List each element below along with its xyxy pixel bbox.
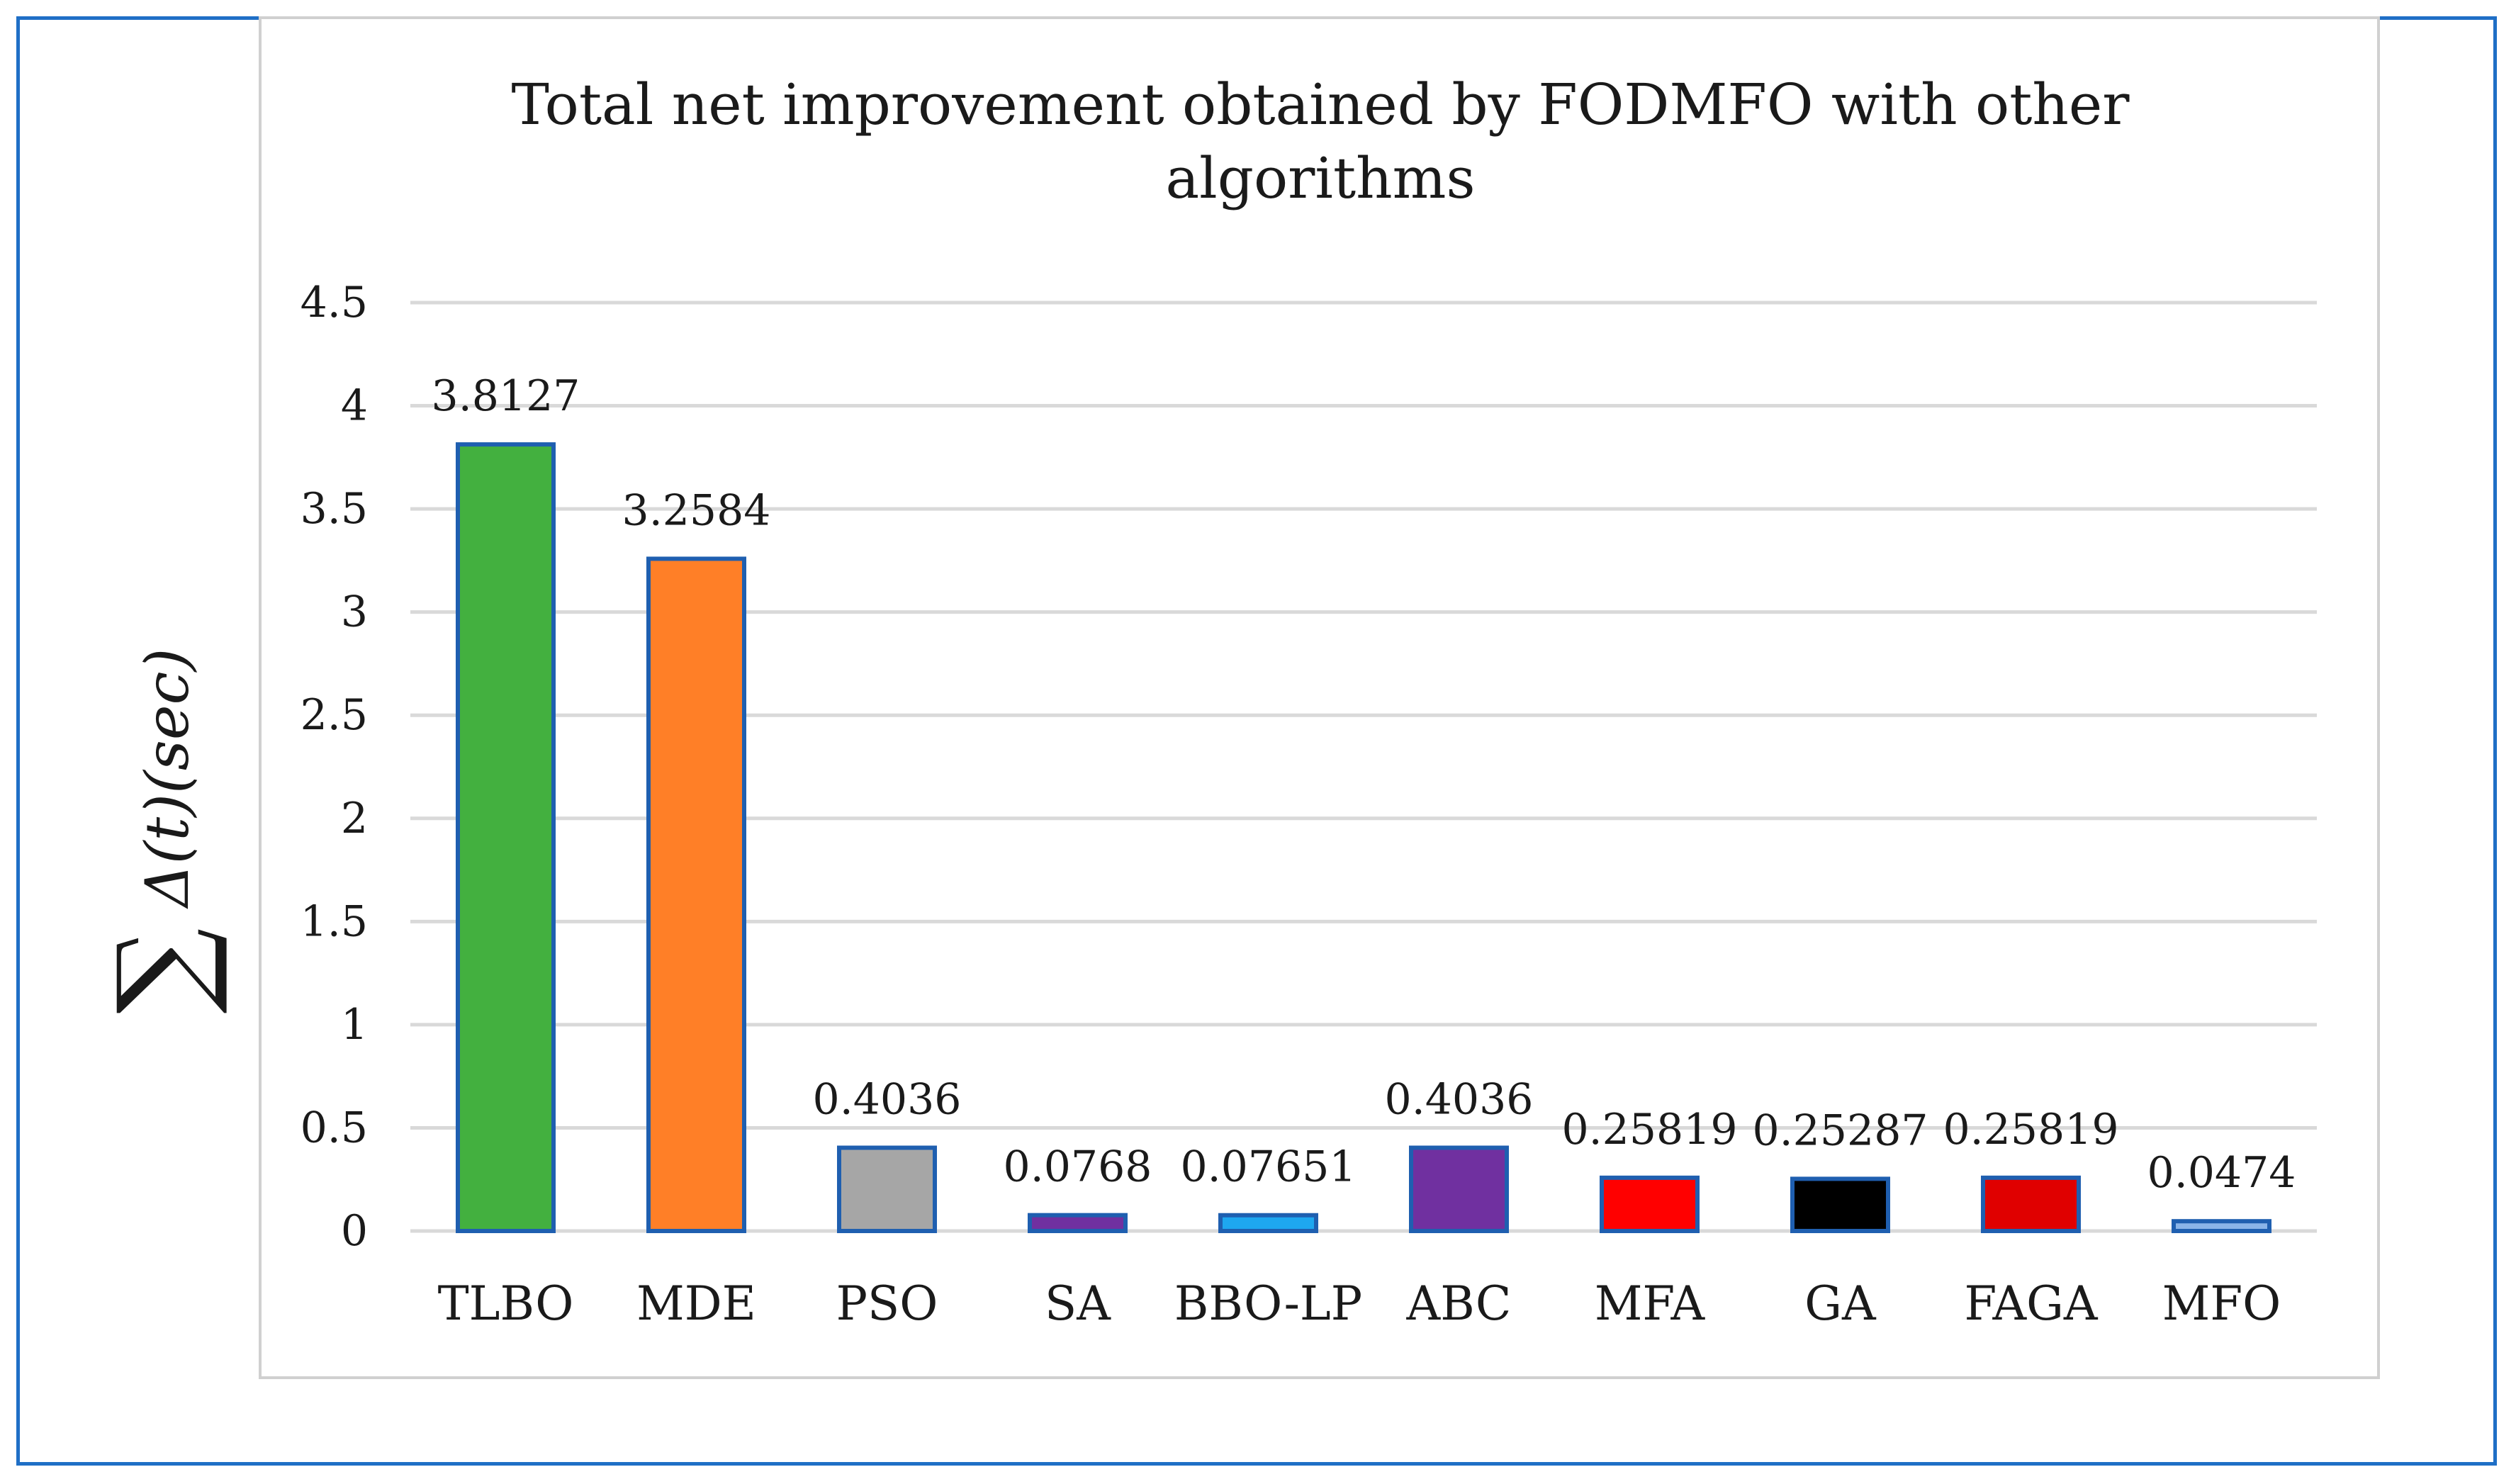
y-axis-label-sum-symbol: ∑ [92, 928, 232, 1013]
bar-ga [1790, 1176, 1890, 1233]
data-label-sa: 0.0768 [1004, 1142, 1152, 1192]
bars [456, 442, 2271, 1234]
data-labels: 3.8127 3.2584 0.4036 0.0768 0.07651 0.4036 0.2… [432, 371, 2296, 1198]
bar-mfo [2172, 1219, 2271, 1233]
data-label-mfo: 0.0474 [2147, 1148, 2296, 1198]
y-tick-label: 0.5 [301, 1103, 368, 1152]
data-label-bbo-lp: 0.07651 [1180, 1142, 1356, 1192]
data-label-abc: 0.4036 [1385, 1075, 1534, 1125]
x-category-sa: SA [1045, 1276, 1111, 1331]
bar-tlbo [456, 442, 556, 1233]
data-label-ga: 0.25287 [1752, 1106, 1928, 1155]
data-label-mde: 3.2584 [622, 485, 771, 535]
x-category-mde: MDE [636, 1276, 756, 1331]
bar-pso [837, 1145, 937, 1234]
y-tick-label: 3.5 [301, 484, 368, 534]
y-tick-label: 0 [341, 1206, 368, 1256]
x-category-faga: FAGA [1964, 1276, 2098, 1331]
x-category-mfa: MFA [1595, 1276, 1706, 1331]
bar-sa [1028, 1213, 1128, 1234]
bar-mde [646, 556, 746, 1233]
x-axis-categories: TLBO MDE PSO SA BBO-LP ABC MFA GA FAGA MFO [438, 1276, 2281, 1331]
y-tick-label: 4 [341, 381, 368, 431]
chart-title-line-2: algorithms [1165, 145, 1475, 211]
y-axis-label-expression: Δ(t)(sec) [133, 648, 202, 909]
x-category-pso: PSO [836, 1276, 938, 1331]
bar-chart: Total net improvement obtained by FODMFO… [301, 72, 2317, 1331]
bar-bbo-lp [1218, 1213, 1318, 1233]
bar-faga [1981, 1175, 2081, 1233]
y-tick-label: 1 [341, 1000, 368, 1050]
data-label-faga: 0.25819 [1943, 1105, 2118, 1154]
chart-area: Total net improvement obtained by FODMFO… [259, 16, 2380, 1379]
data-label-pso: 0.4036 [813, 1075, 962, 1125]
y-tick-label: 4.5 [301, 278, 368, 327]
x-category-ga: GA [1804, 1276, 1877, 1331]
data-label-tlbo: 3.8127 [432, 371, 580, 421]
chart-title: Total net improvement obtained by FODMFO… [512, 72, 2130, 211]
x-category-tlbo: TLBO [438, 1276, 574, 1331]
chart-title-line-1: Total net improvement obtained by FODMFO… [512, 72, 2130, 137]
bar-mfa [1600, 1175, 1700, 1233]
y-tick-label: 2 [341, 794, 368, 843]
x-category-abc: ABC [1406, 1276, 1512, 1331]
y-tick-label: 1.5 [301, 896, 368, 946]
data-label-mfa: 0.25819 [1561, 1105, 1737, 1154]
x-category-mfo: MFO [2162, 1276, 2281, 1331]
y-axis-label: ∑ Δ(t)(sec) [92, 648, 232, 1014]
y-tick-label: 2.5 [301, 690, 368, 740]
y-axis-ticks: 0 0.5 1 1.5 2 2.5 3 3.5 4 4.5 [301, 278, 368, 1256]
bar-abc [1409, 1145, 1509, 1234]
y-tick-label: 3 [341, 588, 368, 637]
x-category-bbo-lp: BBO-LP [1174, 1276, 1362, 1331]
